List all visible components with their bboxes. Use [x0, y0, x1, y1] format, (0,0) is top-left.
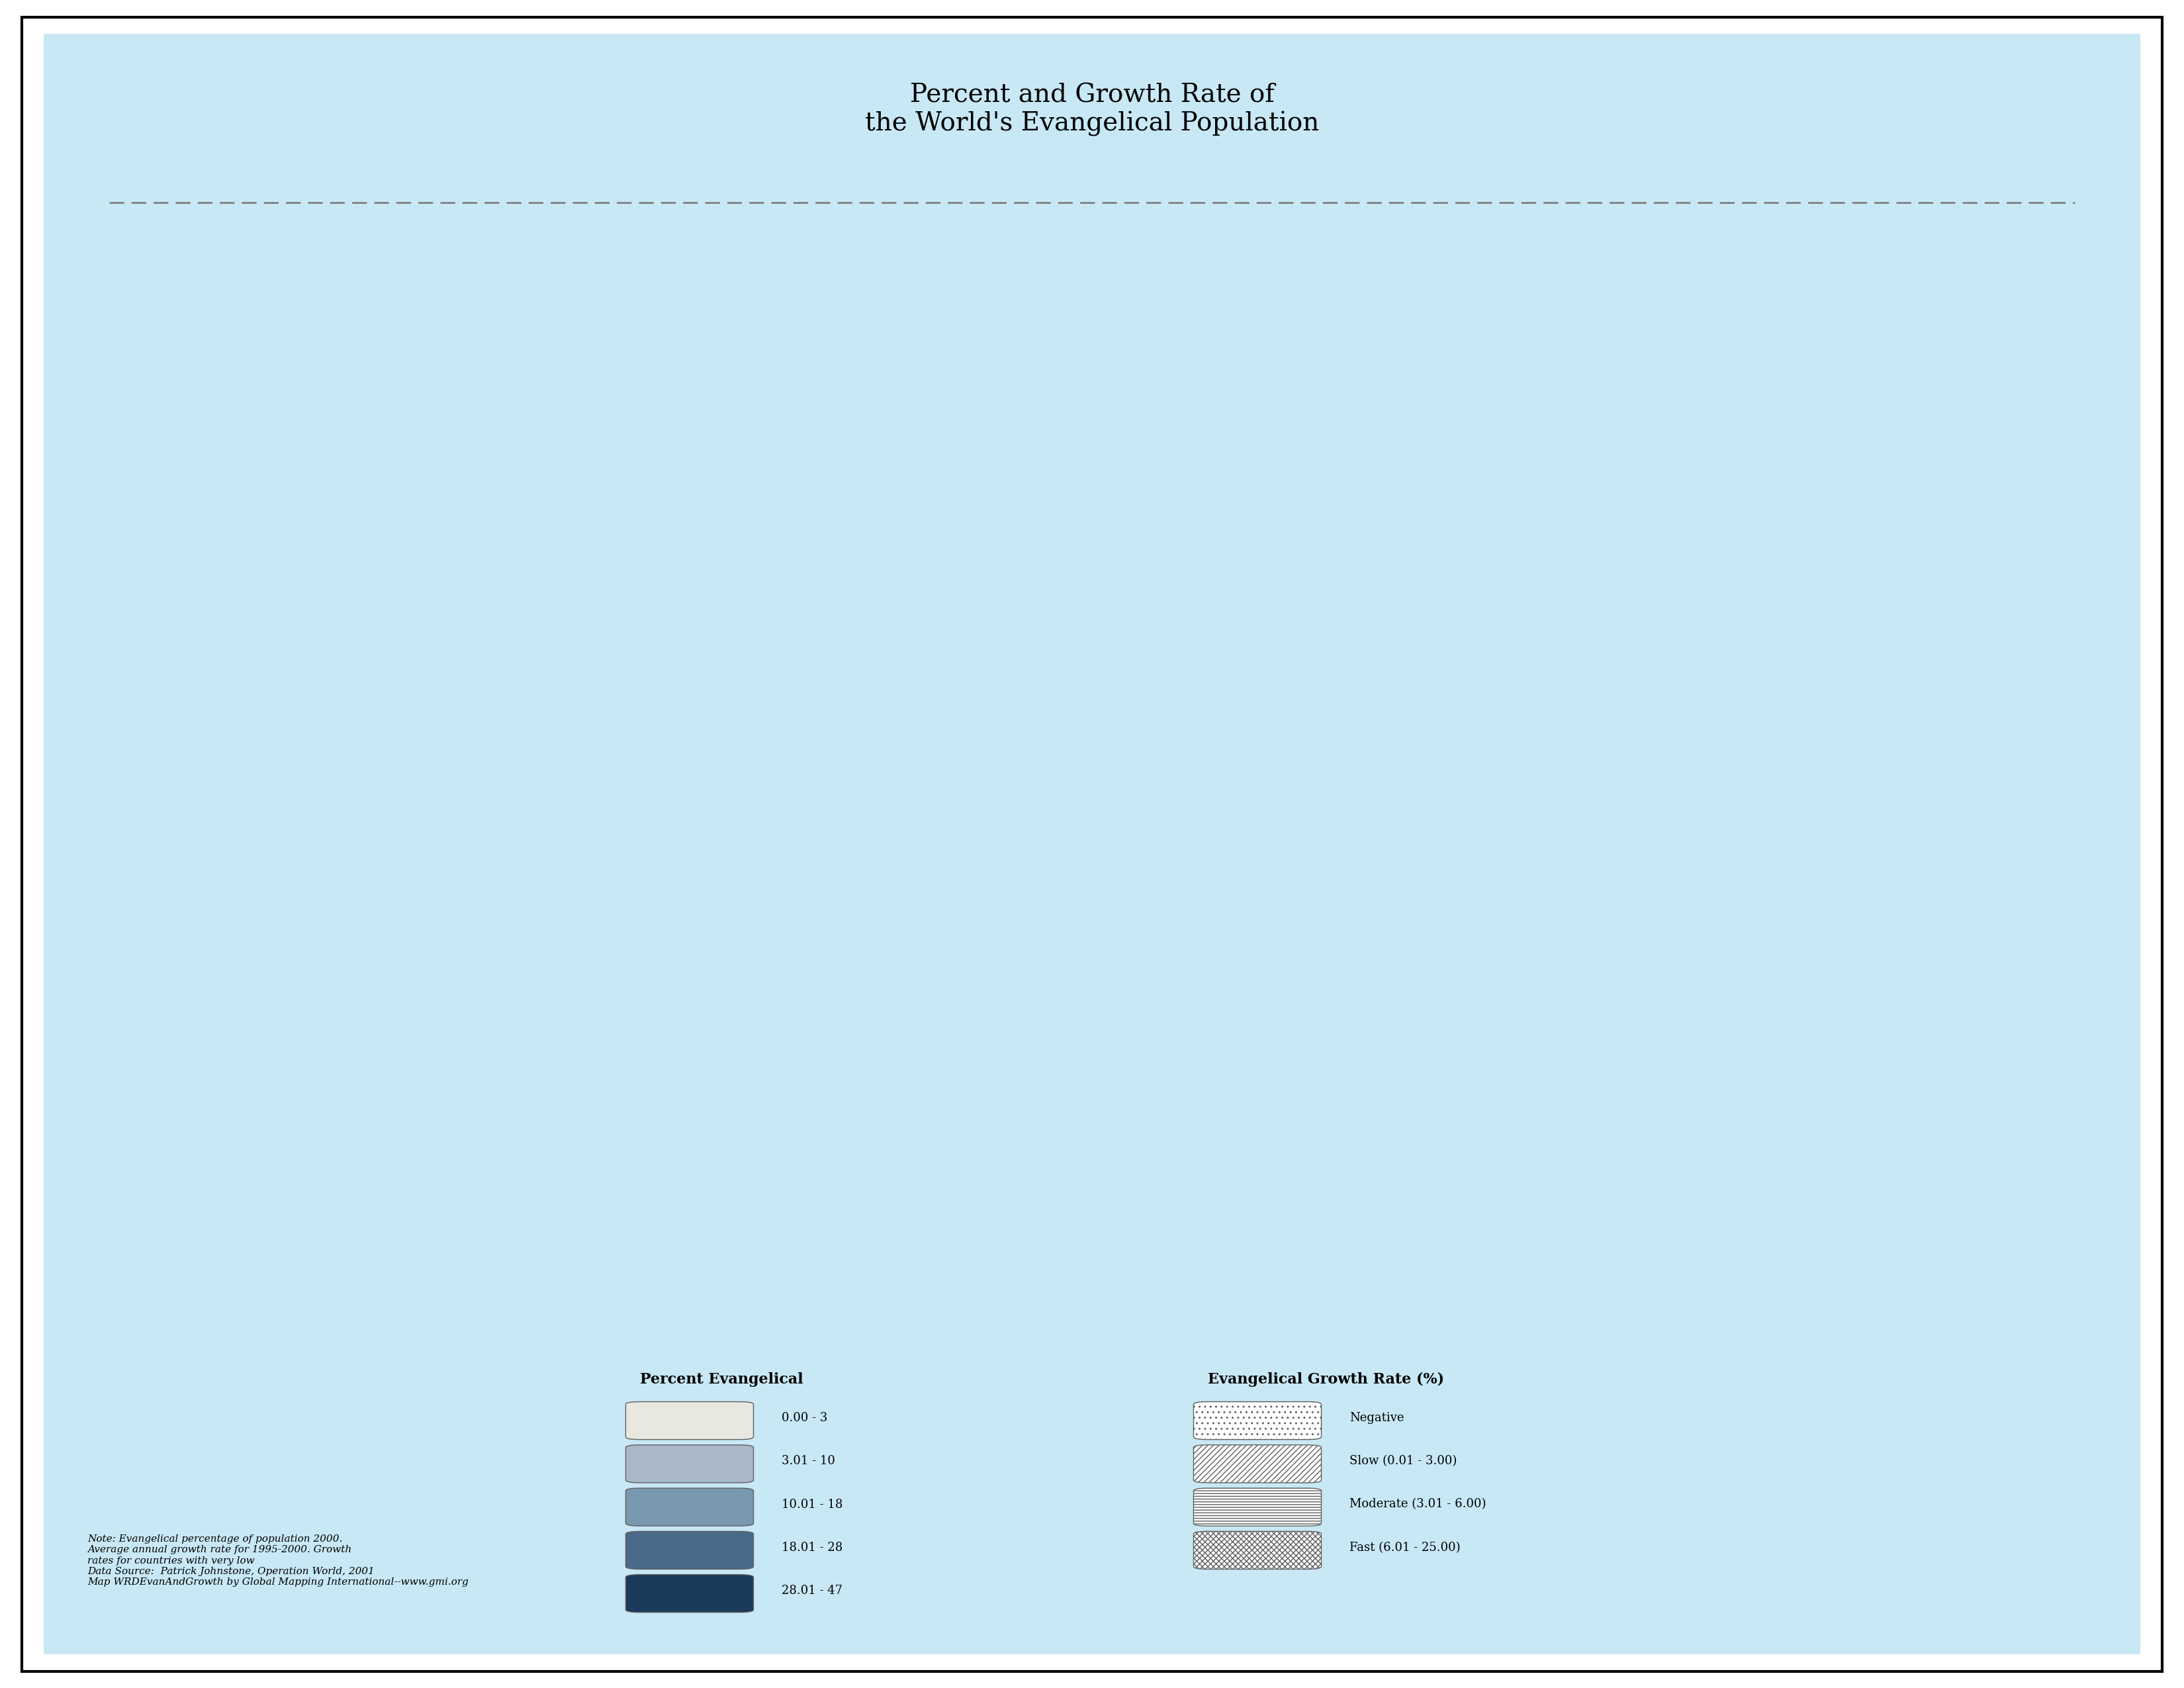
- Text: Percent and Growth Rate of
the World's Evangelical Population: Percent and Growth Rate of the World's E…: [865, 83, 1319, 137]
- Text: 18.01 - 28: 18.01 - 28: [782, 1541, 843, 1553]
- Text: Evangelical Growth Rate (%): Evangelical Growth Rate (%): [1208, 1372, 1444, 1386]
- FancyBboxPatch shape: [627, 1575, 753, 1612]
- FancyBboxPatch shape: [627, 1489, 753, 1526]
- Text: 0.00 - 3: 0.00 - 3: [782, 1411, 828, 1425]
- FancyBboxPatch shape: [1192, 1445, 1321, 1482]
- FancyBboxPatch shape: [627, 1401, 753, 1440]
- FancyBboxPatch shape: [1192, 1401, 1321, 1440]
- Text: Slow (0.01 - 3.00): Slow (0.01 - 3.00): [1350, 1455, 1457, 1467]
- Text: Percent Evangelical: Percent Evangelical: [640, 1372, 804, 1386]
- FancyBboxPatch shape: [1192, 1489, 1321, 1526]
- Text: Moderate (3.01 - 6.00): Moderate (3.01 - 6.00): [1350, 1499, 1487, 1511]
- Text: 28.01 - 47: 28.01 - 47: [782, 1585, 843, 1597]
- Text: 3.01 - 10: 3.01 - 10: [782, 1455, 836, 1467]
- Text: 10.01 - 18: 10.01 - 18: [782, 1499, 843, 1511]
- FancyBboxPatch shape: [627, 1445, 753, 1482]
- FancyBboxPatch shape: [1192, 1531, 1321, 1570]
- FancyBboxPatch shape: [627, 1531, 753, 1570]
- Text: Negative: Negative: [1350, 1411, 1404, 1425]
- Text: Note: Evangelical percentage of population 2000.
Average annual growth rate for : Note: Evangelical percentage of populati…: [87, 1534, 470, 1587]
- Text: Fast (6.01 - 25.00): Fast (6.01 - 25.00): [1350, 1541, 1461, 1553]
